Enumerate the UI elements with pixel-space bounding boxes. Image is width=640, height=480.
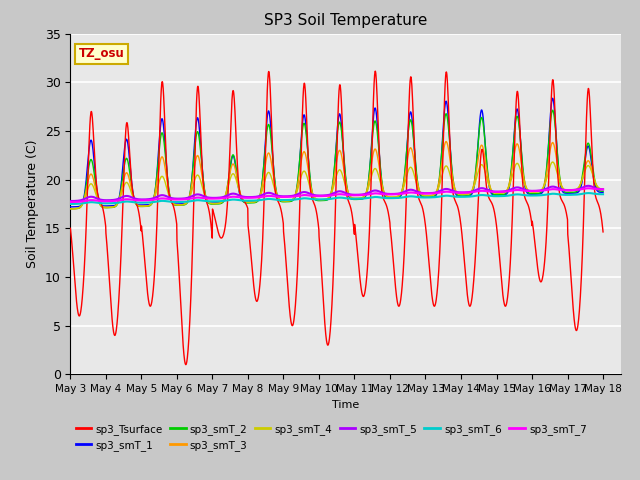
Line: sp3_smT_1: sp3_smT_1 — [70, 98, 603, 207]
sp3_Tsurface — [599, 229, 607, 235]
X-axis label: Time: Time — [332, 400, 359, 409]
sp3_smT_7 — [585, 185, 593, 191]
Line: sp3_Tsurface: sp3_Tsurface — [70, 71, 603, 365]
sp3_smT_1 — [352, 196, 360, 202]
Line: sp3_smT_5: sp3_smT_5 — [70, 186, 603, 201]
Title: SP3 Soil Temperature: SP3 Soil Temperature — [264, 13, 428, 28]
sp3_Tsurface — [492, 217, 500, 223]
Text: TZ_osu: TZ_osu — [79, 48, 124, 60]
sp3_smT_1 — [599, 190, 607, 195]
sp3_smT_2 — [352, 197, 360, 203]
sp3_smT_1 — [549, 96, 557, 101]
sp3_Tsurface — [552, 145, 560, 151]
sp3_smT_4 — [364, 187, 372, 193]
sp3_smT_5 — [584, 183, 592, 189]
sp3_smT_5 — [567, 187, 575, 193]
sp3_smT_3 — [364, 184, 372, 190]
sp3_smT_2 — [67, 206, 74, 212]
sp3_smT_3 — [67, 206, 75, 212]
sp3_smT_2 — [215, 201, 223, 207]
sp3_Tsurface — [182, 362, 189, 368]
Legend: sp3_Tsurface, sp3_smT_1, sp3_smT_2, sp3_smT_3, sp3_smT_4, sp3_smT_5, sp3_smT_6, : sp3_Tsurface, sp3_smT_1, sp3_smT_2, sp3_… — [76, 424, 587, 451]
sp3_smT_3 — [492, 190, 500, 196]
sp3_smT_4 — [352, 195, 360, 201]
sp3_smT_6 — [352, 196, 360, 202]
sp3_smT_3 — [599, 186, 607, 192]
sp3_Tsurface — [371, 68, 379, 74]
sp3_smT_7 — [492, 189, 499, 195]
sp3_smT_3 — [552, 156, 560, 161]
sp3_smT_5 — [67, 198, 74, 204]
Line: sp3_smT_7: sp3_smT_7 — [70, 188, 603, 202]
sp3_smT_6 — [599, 192, 607, 197]
sp3_smT_6 — [492, 193, 499, 199]
sp3_smT_7 — [599, 187, 607, 192]
sp3_smT_4 — [549, 159, 557, 165]
sp3_smT_2 — [549, 108, 557, 113]
sp3_Tsurface — [568, 278, 575, 284]
sp3_Tsurface — [352, 235, 360, 240]
sp3_smT_7 — [215, 195, 223, 201]
sp3_smT_5 — [552, 184, 560, 190]
sp3_smT_7 — [567, 187, 575, 193]
sp3_smT_7 — [67, 199, 74, 205]
sp3_smT_4 — [67, 206, 74, 212]
sp3_smT_1 — [492, 192, 499, 198]
sp3_smT_6 — [552, 191, 560, 197]
sp3_smT_7 — [352, 192, 360, 198]
sp3_smT_5 — [492, 189, 499, 194]
sp3_smT_4 — [552, 168, 560, 173]
sp3_smT_5 — [364, 190, 372, 196]
sp3_smT_6 — [567, 192, 575, 198]
sp3_smT_3 — [568, 188, 575, 193]
sp3_smT_4 — [492, 190, 499, 196]
Line: sp3_smT_3: sp3_smT_3 — [70, 142, 603, 209]
sp3_smT_3 — [442, 139, 450, 144]
sp3_smT_5 — [352, 192, 360, 198]
sp3_smT_6 — [67, 201, 74, 207]
sp3_smT_4 — [568, 188, 575, 193]
sp3_smT_6 — [364, 195, 371, 201]
sp3_smT_4 — [68, 206, 76, 212]
sp3_smT_1 — [67, 204, 74, 210]
Y-axis label: Soil Temperature (C): Soil Temperature (C) — [26, 140, 39, 268]
Line: sp3_smT_2: sp3_smT_2 — [70, 110, 603, 209]
sp3_smT_3 — [67, 206, 74, 212]
sp3_Tsurface — [67, 226, 74, 231]
sp3_smT_1 — [567, 190, 575, 196]
sp3_smT_5 — [599, 186, 607, 192]
sp3_smT_2 — [552, 135, 560, 141]
sp3_smT_2 — [492, 192, 499, 198]
sp3_smT_3 — [352, 195, 360, 201]
sp3_smT_1 — [552, 133, 560, 139]
Line: sp3_smT_4: sp3_smT_4 — [70, 162, 603, 209]
sp3_smT_2 — [599, 189, 607, 194]
sp3_smT_3 — [215, 200, 223, 206]
sp3_smT_1 — [215, 200, 223, 206]
sp3_smT_2 — [364, 185, 371, 191]
sp3_Tsurface — [215, 232, 223, 238]
sp3_smT_6 — [585, 190, 593, 196]
sp3_smT_4 — [599, 186, 607, 192]
sp3_smT_7 — [552, 186, 560, 192]
sp3_smT_5 — [68, 198, 76, 204]
sp3_Tsurface — [364, 262, 372, 267]
sp3_smT_6 — [215, 198, 223, 204]
sp3_smT_4 — [215, 200, 223, 206]
sp3_smT_2 — [567, 190, 575, 195]
sp3_smT_5 — [215, 195, 223, 201]
Line: sp3_smT_6: sp3_smT_6 — [70, 193, 603, 204]
sp3_smT_1 — [364, 187, 371, 192]
sp3_smT_7 — [364, 192, 371, 197]
